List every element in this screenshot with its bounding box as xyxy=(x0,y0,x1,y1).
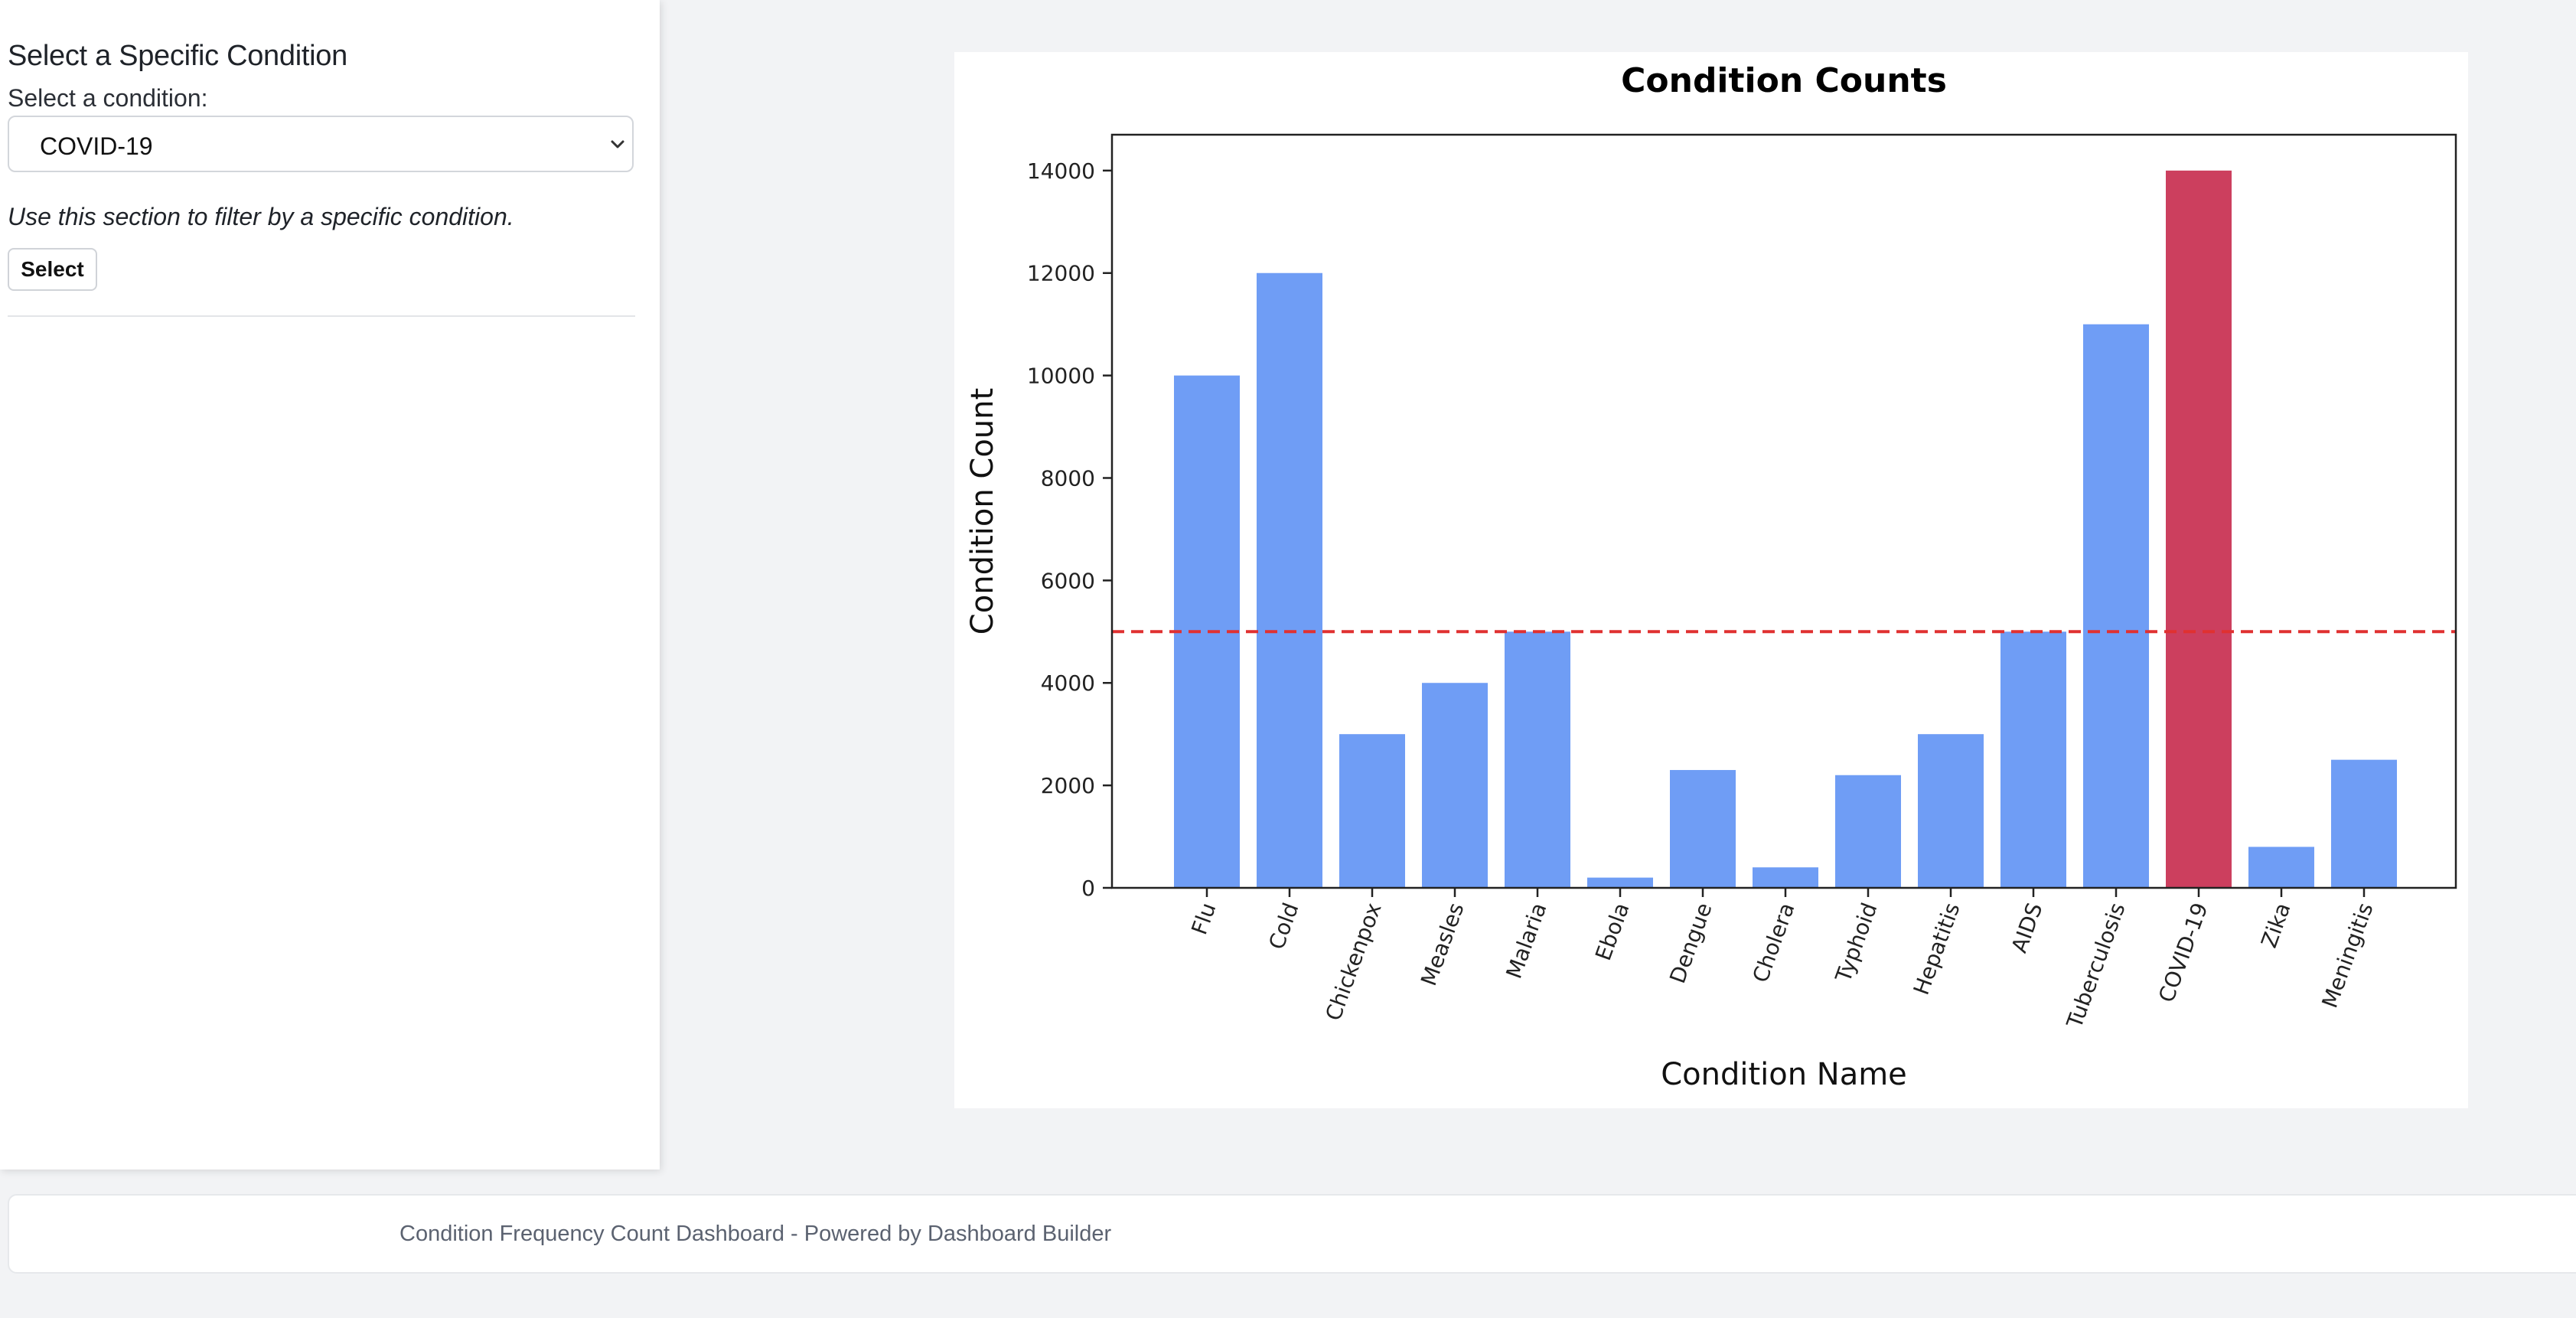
x-tick-label: Ebola xyxy=(1590,899,1635,964)
x-tick-label: Cholera xyxy=(1748,899,1800,986)
y-tick-label: 10000 xyxy=(1027,364,1095,389)
y-tick-label: 8000 xyxy=(1041,465,1095,491)
bar-zika xyxy=(2248,847,2314,888)
footer: Condition Frequency Count Dashboard - Po… xyxy=(8,1194,2576,1274)
condition-counts-chart: Condition Counts 0 2000 4000 6000 8000 10000 12… xyxy=(965,61,2457,1092)
chart-panel: Condition Counts 0 2000 4000 6000 8000 10000 12… xyxy=(954,52,2468,1108)
y-tick-label: 14000 xyxy=(1027,158,1095,184)
divider xyxy=(8,315,635,317)
filter-help-text: Use this section to filter by a specific… xyxy=(8,203,514,230)
y-tick-label: 4000 xyxy=(1041,670,1095,696)
bar-tuberculosis xyxy=(2083,324,2149,888)
x-tick-label: AIDS xyxy=(2007,899,2048,956)
x-tick-label: Meningitis xyxy=(2317,899,2378,1011)
y-tick-label: 0 xyxy=(1081,876,1095,901)
x-tick-label: Chickenpox xyxy=(1320,899,1386,1024)
x-axis-label: Condition Name xyxy=(1661,1057,1907,1092)
bar-typhoid xyxy=(1835,775,1901,888)
bar-meningitis xyxy=(2331,759,2397,888)
y-tick-label: 12000 xyxy=(1027,261,1095,286)
x-tick-label: COVID-19 xyxy=(2154,899,2212,1006)
plot-frame xyxy=(1110,133,2457,889)
bar-cholera xyxy=(1753,867,1818,888)
chart-title: Condition Counts xyxy=(1621,61,1947,100)
condition-select[interactable]: COVID-19 xyxy=(8,116,634,172)
bar-chickenpox xyxy=(1339,734,1405,888)
select-button[interactable]: Select xyxy=(8,248,97,291)
bar-aids xyxy=(2000,631,2066,888)
condition-select-label: Select a condition: xyxy=(8,84,208,112)
bar-cold xyxy=(1257,272,1322,888)
sidebar-title: Select a Specific Condition xyxy=(8,40,347,72)
bar-ebola xyxy=(1587,877,1653,888)
y-axis-label: Condition Count xyxy=(965,388,1000,635)
x-tick-label: Tuberculosis xyxy=(2062,899,2131,1032)
x-tick-label: Malaria xyxy=(1501,899,1551,982)
condition-select-value: COVID-19 xyxy=(40,132,153,160)
x-tick-label: Dengue xyxy=(1665,899,1717,987)
x-tick-label: Hepatitis xyxy=(1909,899,1965,998)
bar-malaria xyxy=(1505,631,1570,888)
y-tick-label: 2000 xyxy=(1041,773,1095,798)
y-tick-label: 6000 xyxy=(1041,568,1095,593)
x-tick-label: Flu xyxy=(1186,899,1221,938)
bar-measles xyxy=(1422,683,1488,888)
chevron-down-icon xyxy=(611,140,624,148)
footer-text: Condition Frequency Count Dashboard - Po… xyxy=(399,1222,1112,1246)
bar-hepatitis xyxy=(1918,734,1984,888)
sidebar: Select a Specific Condition Select a con… xyxy=(0,0,660,1170)
x-tick-label: Typhoid xyxy=(1830,899,1882,986)
x-tick-label: Zika xyxy=(2256,899,2295,951)
x-tick-label: Cold xyxy=(1264,899,1303,953)
x-tick-label: Measles xyxy=(1416,899,1469,989)
bar-dengue xyxy=(1670,770,1736,888)
bar-covid-19 xyxy=(2166,170,2232,888)
